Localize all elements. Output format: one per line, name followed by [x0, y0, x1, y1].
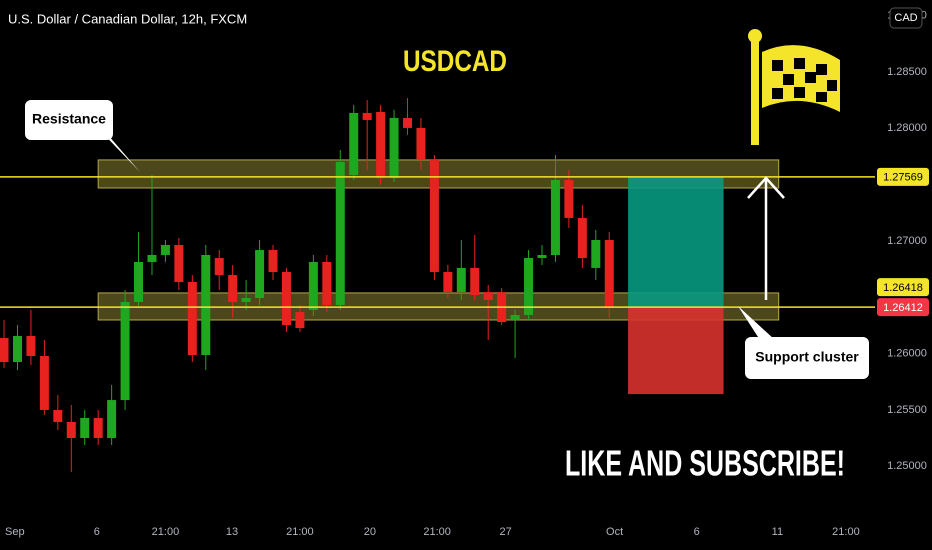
y-tick-label: 1.26000 [887, 347, 927, 359]
candle-body [255, 250, 265, 299]
candle-body [53, 409, 63, 423]
candle-body [134, 261, 144, 302]
candle-body [403, 117, 413, 128]
candle-body [160, 244, 170, 255]
candle-body [550, 179, 560, 255]
x-tick-label: 21:00 [152, 526, 180, 538]
support-callout: Support cluster [738, 306, 869, 379]
candle-body [174, 244, 184, 283]
x-tick-label: 21:00 [423, 526, 451, 538]
y-tick-label: 1.28000 [887, 122, 927, 134]
candle-body [268, 250, 278, 272]
y-tick-label: 1.25500 [887, 404, 927, 416]
candle-body [577, 217, 587, 259]
candle-body [443, 271, 453, 293]
currency-button[interactable]: CAD [889, 7, 923, 29]
candle-body [591, 240, 601, 268]
x-tick-label: 6 [94, 526, 100, 538]
profit-zone [628, 176, 724, 308]
chart-title: USDCAD [403, 45, 507, 78]
candle-body [281, 271, 291, 326]
x-tick-label: 13 [226, 526, 238, 538]
price-label: 1.26412 [883, 302, 923, 314]
currency-label[interactable]: CAD [894, 12, 917, 24]
candle-body [228, 275, 238, 302]
candle-body [376, 111, 386, 178]
price-label: 1.26418 [883, 282, 923, 294]
price-label-box [877, 278, 929, 297]
candle-body [564, 179, 574, 218]
candle-body [308, 261, 318, 310]
candle-body [604, 240, 614, 308]
candle-body [241, 298, 251, 302]
x-tick-label: 11 [772, 526, 783, 538]
candle-body [147, 254, 157, 262]
x-tick-label: 21:00 [286, 526, 314, 538]
candle-body [322, 261, 332, 305]
loss-zone [628, 307, 724, 395]
arrow [747, 176, 785, 300]
candle-body [362, 112, 372, 120]
candle-body [12, 335, 22, 362]
candle-body [537, 254, 547, 259]
y-tick-label: 1.25000 [887, 460, 927, 472]
zone-label: Resistance [32, 111, 106, 127]
y-tick-label: 1.27000 [887, 235, 927, 247]
candle-body [66, 422, 76, 439]
candle-body [201, 254, 211, 356]
y-tick-label: 1.28500 [887, 66, 927, 78]
x-tick-label: 6 [694, 526, 700, 538]
flag-icon [748, 29, 840, 145]
candle-body [187, 282, 197, 356]
candle-body [93, 417, 103, 439]
candle-body [429, 159, 439, 272]
candle-body [483, 292, 493, 301]
candle-body [80, 417, 90, 439]
candle-body [456, 267, 466, 293]
candle-body [214, 258, 224, 276]
candle-body [0, 337, 9, 362]
symbol-title: U.S. Dollar / Canadian Dollar, 12h, FXCM [8, 11, 247, 26]
price-label-box [877, 167, 929, 186]
candle-body [26, 335, 36, 357]
x-tick-label: 21:00 [832, 526, 860, 538]
x-tick-label: Sep [5, 526, 25, 538]
candle-body [389, 117, 399, 178]
candle-body [510, 315, 520, 320]
candle-body [120, 301, 130, 401]
zone-label: Support cluster [755, 349, 859, 365]
candle-body [39, 356, 49, 410]
x-tick-label: 20 [364, 526, 376, 538]
candle-body [524, 258, 534, 316]
price-label: 1.27569 [883, 172, 923, 184]
x-tick-label: 27 [500, 526, 512, 538]
candle-body [349, 112, 359, 176]
price-label-box [877, 298, 929, 317]
candle-body [107, 400, 117, 439]
candle-body [295, 311, 305, 328]
candle-body [335, 161, 345, 305]
candle-body [470, 267, 480, 295]
annotation: LIKE AND SUBSCRIBE! [565, 443, 845, 484]
x-tick-label: Oct [606, 526, 623, 538]
candle-body [416, 127, 426, 160]
resistance-callout: Resistance [25, 100, 140, 172]
